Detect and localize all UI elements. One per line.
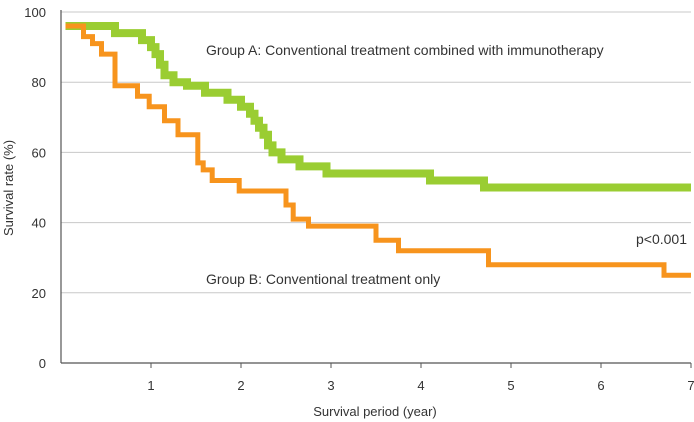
x-tick-label-5: 5: [507, 378, 514, 393]
x-axis-title: Survival period (year): [313, 404, 437, 419]
series-lines: [65, 22, 691, 278]
y-tick-label-80: 80: [32, 75, 46, 90]
x-tick-label-6: 6: [597, 378, 604, 393]
group-a-annotation: Group A: Conventional treatment combined…: [206, 42, 604, 58]
tick-labels: 0 20 40 60 80 100 1 2 3 4 5 6 7: [24, 5, 694, 393]
y-tick-label-100: 100: [24, 5, 46, 20]
group-a-survival-line: [65, 22, 691, 192]
x-tick-label-1: 1: [147, 378, 154, 393]
y-tick-label-20: 20: [32, 286, 46, 301]
y-tick-label-60: 60: [32, 145, 46, 160]
group-b-annotation: Group B: Conventional treatment only: [206, 271, 440, 287]
axes: [60, 10, 692, 368]
group-b-survival-line: [65, 23, 691, 278]
x-tick-label-2: 2: [237, 378, 244, 393]
y-tick-label-0: 0: [39, 356, 46, 371]
p-value-annotation: p<0.001: [636, 231, 687, 247]
x-tick-label-4: 4: [417, 378, 424, 393]
gridlines: [61, 11, 691, 294]
x-tick-label-7: 7: [687, 378, 694, 393]
y-axis-title: Survival rate (%): [1, 140, 16, 236]
x-tick-label-3: 3: [327, 378, 334, 393]
y-tick-label-40: 40: [32, 216, 46, 231]
